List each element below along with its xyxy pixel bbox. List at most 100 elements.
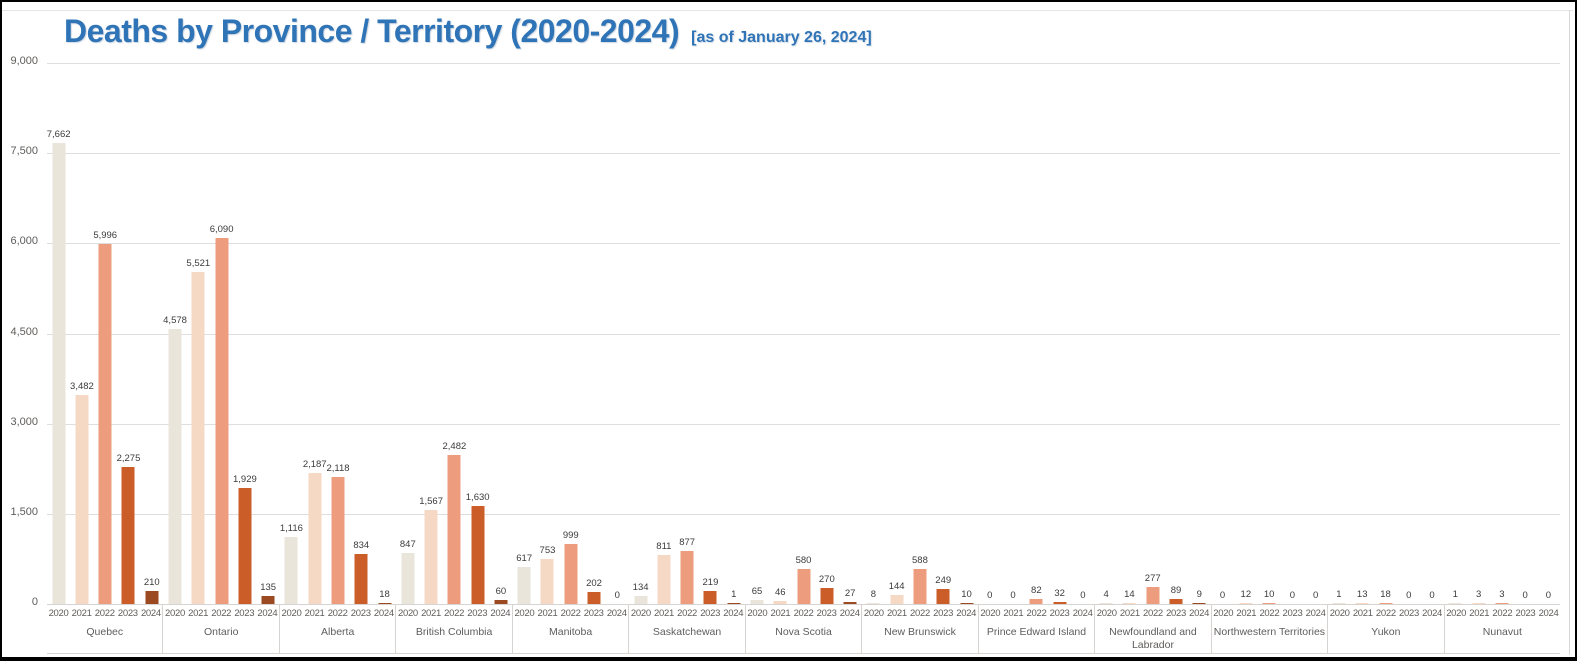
value-label: 134 [632, 582, 649, 593]
bar[interactable] [284, 537, 298, 604]
value-label: 9 [1196, 589, 1202, 600]
y-axis: 9,000 7,500 6,000 4,500 3,000 1,500 0 [2, 55, 40, 608]
value-label: 2,275 [116, 453, 141, 464]
bar[interactable] [261, 596, 275, 604]
bar[interactable] [1472, 603, 1486, 604]
year-label: 2021 [537, 608, 558, 619]
bar[interactable] [308, 473, 322, 604]
bar[interactable] [145, 591, 159, 604]
year-label: 2023 [933, 608, 954, 619]
bar[interactable] [331, 477, 345, 604]
bar[interactable] [634, 596, 648, 604]
year-label: 2020 [863, 608, 884, 619]
bar[interactable] [121, 467, 135, 604]
bar-column: 249 [932, 63, 955, 604]
bar[interactable] [1169, 599, 1183, 604]
bar-column: 277 [1141, 63, 1164, 604]
bar[interactable] [843, 602, 857, 604]
year-labels-row: 2020 2021 2022 2023 2024 [1095, 605, 1210, 622]
bar[interactable] [401, 553, 415, 604]
bar[interactable] [564, 544, 578, 604]
bar[interactable] [1029, 599, 1043, 604]
year-label: 2020 [747, 608, 768, 619]
bar[interactable] [1448, 603, 1462, 604]
bar[interactable] [727, 603, 741, 604]
bar[interactable] [1332, 603, 1346, 604]
bar-column: 580 [792, 63, 815, 604]
bar[interactable] [890, 595, 904, 604]
bar[interactable] [936, 589, 950, 604]
bar[interactable] [494, 600, 508, 604]
bar[interactable] [1239, 603, 1253, 604]
bar[interactable] [354, 554, 368, 604]
bar[interactable] [215, 238, 229, 604]
bar[interactable] [913, 569, 927, 604]
bar[interactable] [797, 569, 811, 604]
bar-column: 4 [1095, 63, 1118, 604]
province-label-group: 2020 2021 2022 2023 2024 Newfoundland and Lab… [1095, 605, 1212, 653]
x-axis-labels: 2020 2021 2022 2023 2024 Quebec 2020 2021 2022 20… [47, 604, 1560, 654]
year-labels-row: 2020 2021 2022 2023 2024 [513, 605, 628, 622]
bar[interactable] [1192, 603, 1206, 604]
value-label: 270 [818, 574, 835, 585]
bar[interactable] [191, 272, 205, 604]
value-label: 2,118 [326, 463, 350, 474]
year-label: 2020 [1096, 608, 1117, 619]
value-label: 0 [1080, 590, 1086, 601]
bar[interactable] [773, 601, 787, 604]
bar[interactable] [540, 559, 554, 604]
bar-column: 617 [513, 63, 536, 604]
bar-column: 3 [1490, 63, 1513, 604]
bar[interactable] [750, 600, 764, 604]
year-label: 2020 [165, 608, 185, 619]
year-label: 2023 [1515, 608, 1536, 619]
province-label: Alberta [321, 626, 355, 638]
province-group: 1,116 2,187 2,118 834 18 [280, 63, 396, 604]
y-tick-label: 1,500 [10, 505, 38, 518]
bar[interactable] [1053, 602, 1067, 604]
bar[interactable] [1495, 603, 1509, 604]
year-labels-row: 2020 2021 2022 2023 2024 [1212, 605, 1327, 622]
bar[interactable] [1146, 587, 1160, 604]
bar[interactable] [1262, 603, 1276, 604]
bar[interactable] [517, 567, 531, 604]
bar-column: 32 [1048, 63, 1071, 604]
bar[interactable] [168, 329, 182, 604]
bar-column: 847 [396, 63, 419, 604]
bar[interactable] [424, 510, 438, 604]
bar[interactable] [1122, 603, 1136, 604]
bar[interactable] [866, 603, 880, 604]
value-label: 1,567 [419, 496, 443, 507]
bar[interactable] [238, 488, 252, 604]
year-label: 2022 [560, 608, 581, 619]
bar[interactable] [703, 591, 717, 604]
province-label: Nunavut [1482, 626, 1522, 638]
year-label: 2022 [327, 608, 348, 619]
province-label-group: 2020 2021 2022 2023 2024 Northwestern Territo… [1212, 605, 1329, 653]
year-label: 2024 [373, 608, 394, 619]
bar[interactable] [98, 244, 112, 604]
bar[interactable] [75, 395, 89, 604]
bar[interactable] [471, 506, 485, 604]
bar[interactable] [657, 555, 671, 604]
bar[interactable] [52, 143, 66, 604]
y-tick-label: 3,000 [10, 415, 38, 428]
bar[interactable] [680, 551, 694, 604]
bar[interactable] [378, 603, 392, 604]
bar-column: 18 [1374, 63, 1397, 604]
bar[interactable] [587, 592, 601, 604]
bar[interactable] [447, 455, 461, 604]
y-tick-label: 7,500 [10, 145, 38, 158]
bar-column: 0 [1537, 63, 1560, 604]
bar[interactable] [1379, 603, 1392, 604]
year-labels-row: 2020 2021 2022 2023 2024 [979, 605, 1094, 622]
bar[interactable] [820, 588, 834, 604]
year-label: 2022 [1142, 608, 1163, 619]
bar[interactable] [1099, 603, 1113, 604]
bar[interactable] [960, 603, 973, 604]
value-label: 144 [888, 581, 905, 592]
year-label: 2022 [1375, 608, 1396, 619]
bar[interactable] [1355, 603, 1369, 604]
year-label: 2022 [1026, 608, 1047, 619]
province-label: Northwestern Territories [1213, 626, 1326, 638]
